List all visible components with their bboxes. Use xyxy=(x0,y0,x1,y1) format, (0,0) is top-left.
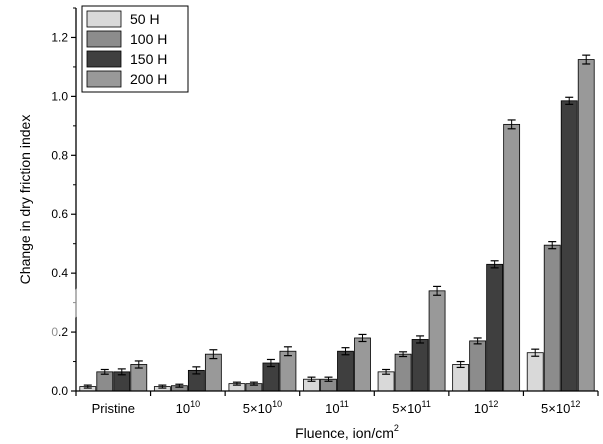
x-tick-label: 5×1012 xyxy=(541,399,580,416)
bar xyxy=(543,244,561,392)
y-axis-title: Change in dry friction index xyxy=(17,115,33,285)
bar xyxy=(394,353,412,392)
bar xyxy=(411,339,429,392)
y-tick-label: 0.6 xyxy=(51,207,68,221)
legend: 50 H 100 H 150 H 200 H xyxy=(81,5,189,93)
y-tick-label: 1.0 xyxy=(51,89,68,103)
x-tick-label: Pristine xyxy=(92,401,135,416)
legend-label: 200 H xyxy=(130,71,167,87)
x-axis-title: Fluence, ion/cm2 xyxy=(295,423,399,441)
bar xyxy=(337,350,354,392)
legend-label: 150 H xyxy=(130,51,167,67)
bar xyxy=(428,290,446,392)
bar xyxy=(262,362,280,392)
bar xyxy=(469,340,487,392)
x-tick-label: 1010 xyxy=(176,399,200,416)
y-tick-label: 0.4 xyxy=(51,266,68,280)
y-tick-label: 0.0 xyxy=(51,384,68,398)
x-tick-label: 1011 xyxy=(325,399,349,416)
legend-swatch xyxy=(86,30,122,48)
x-tick-label: 5×1010 xyxy=(243,399,282,416)
bar xyxy=(452,364,470,392)
bar xyxy=(526,352,544,392)
legend-label: 100 H xyxy=(130,31,167,47)
bar xyxy=(577,59,595,392)
bar xyxy=(354,337,371,392)
x-tick-label: 1012 xyxy=(474,399,498,416)
bar xyxy=(560,100,578,392)
legend-swatch xyxy=(86,50,122,68)
legend-swatch xyxy=(86,70,122,88)
plot-area xyxy=(79,54,595,392)
bar xyxy=(503,123,521,392)
y-tick-label: 1.2 xyxy=(51,30,68,44)
bar xyxy=(486,263,504,392)
y-tick-label: 0.2 xyxy=(51,325,68,339)
bar xyxy=(204,353,222,392)
legend-label: 50 H xyxy=(130,11,160,27)
legend-swatch xyxy=(86,10,122,28)
x-tick-label: 5×1011 xyxy=(392,399,431,416)
bar xyxy=(279,350,297,392)
y-tick-label: 0.8 xyxy=(51,148,68,162)
